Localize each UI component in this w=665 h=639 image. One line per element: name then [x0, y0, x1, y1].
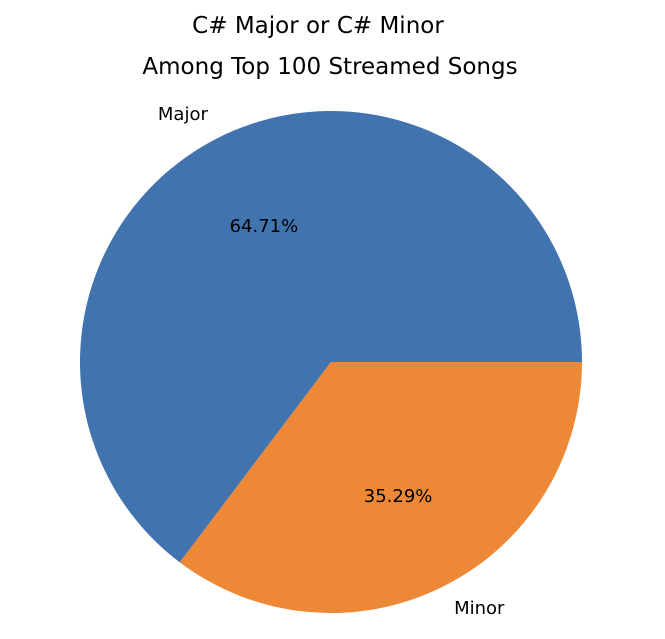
pie-slice-minor	[179, 362, 583, 613]
pie-labels: Major 64.71% Minor 35.29%	[158, 104, 505, 619]
chart-title: C# Major or C# Minor	[192, 13, 444, 39]
pie-slice-major	[79, 110, 582, 563]
slice-percent-major: 64.71%	[230, 216, 299, 237]
slice-label-major: Major	[158, 104, 209, 125]
chart-subtitle: Among Top 100 Streamed Songs	[142, 54, 517, 80]
slice-percent-minor: 35.29%	[364, 486, 433, 507]
pie-slices	[79, 110, 583, 613]
slice-label-minor: Minor	[454, 598, 505, 619]
